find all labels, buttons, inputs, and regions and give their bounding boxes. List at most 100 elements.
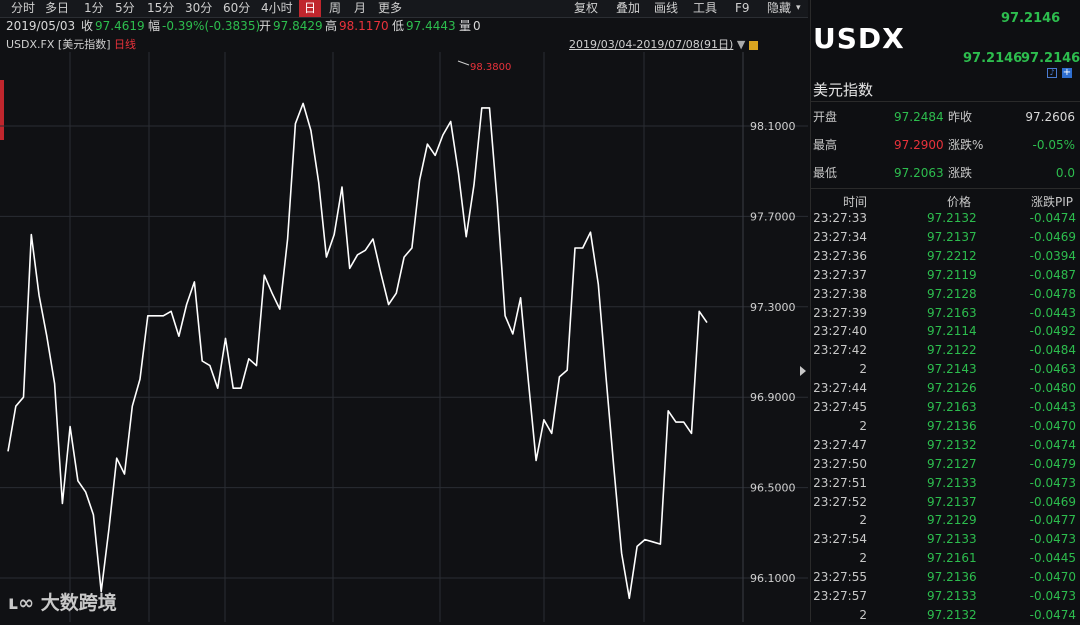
open-value: 97.2484 [894,110,944,124]
tick-row: 23:27:47 97.2132 -0.0474 [812,436,1076,455]
watermark-logo: ʟ∞ 大数跨境 [8,588,117,615]
tick-row: 23:27:44 97.2126 -0.0480 [812,379,1076,398]
tick-time: 2 [859,513,867,528]
period-tab[interactable]: 月 [354,1,367,15]
tick-row: 23:27:51 97.2133 -0.0473 [812,474,1076,493]
tick-pip: -0.0394 [1029,248,1076,263]
period-tab[interactable]: 分时 [11,1,36,15]
tick-price: 97.2136 [927,418,977,433]
high-annotation-label: 98.3800 [470,62,511,73]
draw-button[interactable]: 画线 [654,1,679,15]
tick-row: 2 97.2129 -0.0477 [812,511,1076,530]
expand-arrow-icon[interactable] [800,366,806,376]
tick-pip: -0.0474 [1029,607,1076,622]
tick-time: 23:27:55 [813,570,867,585]
tick-pip: -0.0478 [1029,286,1076,301]
tick-price: 97.2143 [927,362,977,377]
chart-name: [美元指数] [57,38,111,51]
tick-price: 97.2126 [927,381,977,396]
tick-row: 23:27:45 97.2163 -0.0443 [812,398,1076,417]
pct-label: 涨跌% [948,138,984,152]
tick-pip: -0.0470 [1029,570,1076,585]
side-collapse-tab[interactable] [0,80,4,140]
tick-price: 97.2132 [927,437,977,452]
period-tab[interactable]: 15分 [147,1,175,15]
tick-row: 23:27:52 97.2137 -0.0469 [812,493,1076,512]
tick-time: 23:27:45 [813,400,867,414]
tick-pip: -0.0473 [1029,589,1076,603]
tick-row: 2 97.2143 -0.0463 [812,360,1076,379]
period-tab[interactable]: 更多 [378,1,403,15]
high-label: 最高 [813,138,838,152]
tick-row: 23:27:55 97.2136 -0.0470 [812,568,1076,587]
tick-price: 97.2137 [927,494,977,509]
chevron-down-icon[interactable]: ▾ [796,3,801,13]
tick-time: 23:27:52 [813,494,867,509]
quote-ask: 97.2146 [1021,51,1080,66]
tick-row: 2 97.2136 -0.0470 [812,417,1076,436]
y-tick-label: 97.7000 [750,210,796,223]
hide-button[interactable]: 隐藏 [767,1,792,15]
tick-pip: -0.0470 [1029,418,1076,433]
period-tab[interactable]: 4小时 [261,1,293,15]
tick-pip: -0.0473 [1029,532,1076,547]
y-tick-label: 98.1000 [750,120,796,133]
chart-symbol: USDX.FX [6,38,55,51]
open-label: 开盘 [813,110,838,124]
overlay-button[interactable]: 叠加 [616,1,641,15]
price-series-line [7,102,708,600]
period-tab[interactable]: 60分 [223,1,251,15]
tick-time: 23:27:36 [813,248,867,263]
tick-pip: -0.0474 [1029,437,1076,452]
price-line-chart: 98.1000 97.7000 97.3000 96.9000 96.5000 96.10… [0,52,808,622]
period-toolbar: 分时 多日 1分 5分 15分 30分 60分 4小时 日 周 月 更多 复权 … [0,0,808,18]
f9-button[interactable]: F9 [735,1,750,15]
tick-price: 97.2127 [927,456,977,471]
period-tab[interactable]: 周 [329,1,342,15]
period-tab[interactable]: 1分 [84,1,104,15]
add-icon[interactable]: + [1062,67,1072,78]
quote-symbol: USDX [813,22,905,55]
dropdown-triangle-icon[interactable]: ▼ [736,38,746,51]
info-change-label: 幅 [148,19,161,33]
watermark-text: 大数跨境 [40,592,117,614]
quote-price-top: 97.2146 [1001,11,1061,26]
tick-row: 23:27:57 97.2133 -0.0473 [812,587,1076,606]
tick-price: 97.2129 [927,513,977,528]
tick-row: 23:27:42 97.2122 -0.0484 [812,341,1076,360]
tick-time: 23:27:54 [813,532,867,547]
quote-row-low: 最低 97.2063 涨跌 0.0 [813,165,1075,181]
quote-row-open: 开盘 97.2484 昨收 97.2606 [813,109,1075,125]
info-high: 98.1170 [339,19,389,33]
period-tab[interactable]: 30分 [185,1,213,15]
info-change: -0.39%(-0.3835) [162,19,261,33]
info-low: 97.4443 [406,19,456,33]
tick-price: 97.2161 [927,551,977,566]
tick-time: 23:27:33 [813,211,867,225]
period-tab-active[interactable]: 日 [299,0,321,17]
tick-pip: -0.0487 [1029,267,1076,282]
tick-row: 2 97.2161 -0.0445 [812,549,1076,568]
tick-pip: -0.0445 [1029,551,1076,566]
adjust-button[interactable]: 复权 [574,1,599,15]
info-open: 97.8429 [273,19,323,33]
lock-icon[interactable] [748,40,758,50]
tick-price: 97.2133 [927,589,977,603]
tick-time: 2 [859,418,867,433]
tick-price: 97.2163 [927,400,977,414]
period-tab[interactable]: 5分 [115,1,135,15]
tick-row: 23:27:50 97.2127 -0.0479 [812,455,1076,474]
bell-icon[interactable]: ♪ [1047,68,1057,78]
tick-pip: -0.0484 [1029,343,1076,358]
tick-time: 23:27:39 [813,305,867,320]
tools-button[interactable]: 工具 [693,1,718,15]
tick-time: 2 [859,551,867,566]
info-date: 2019/05/03 [6,19,76,33]
period-tab[interactable]: 多日 [45,1,70,15]
tick-price: 97.2212 [927,248,977,263]
info-high-label: 高 [325,19,338,33]
info-close: 97.4619 [95,19,145,33]
divider [810,101,1080,102]
tick-price: 97.2133 [927,532,977,547]
tick-price: 97.2114 [927,324,977,339]
